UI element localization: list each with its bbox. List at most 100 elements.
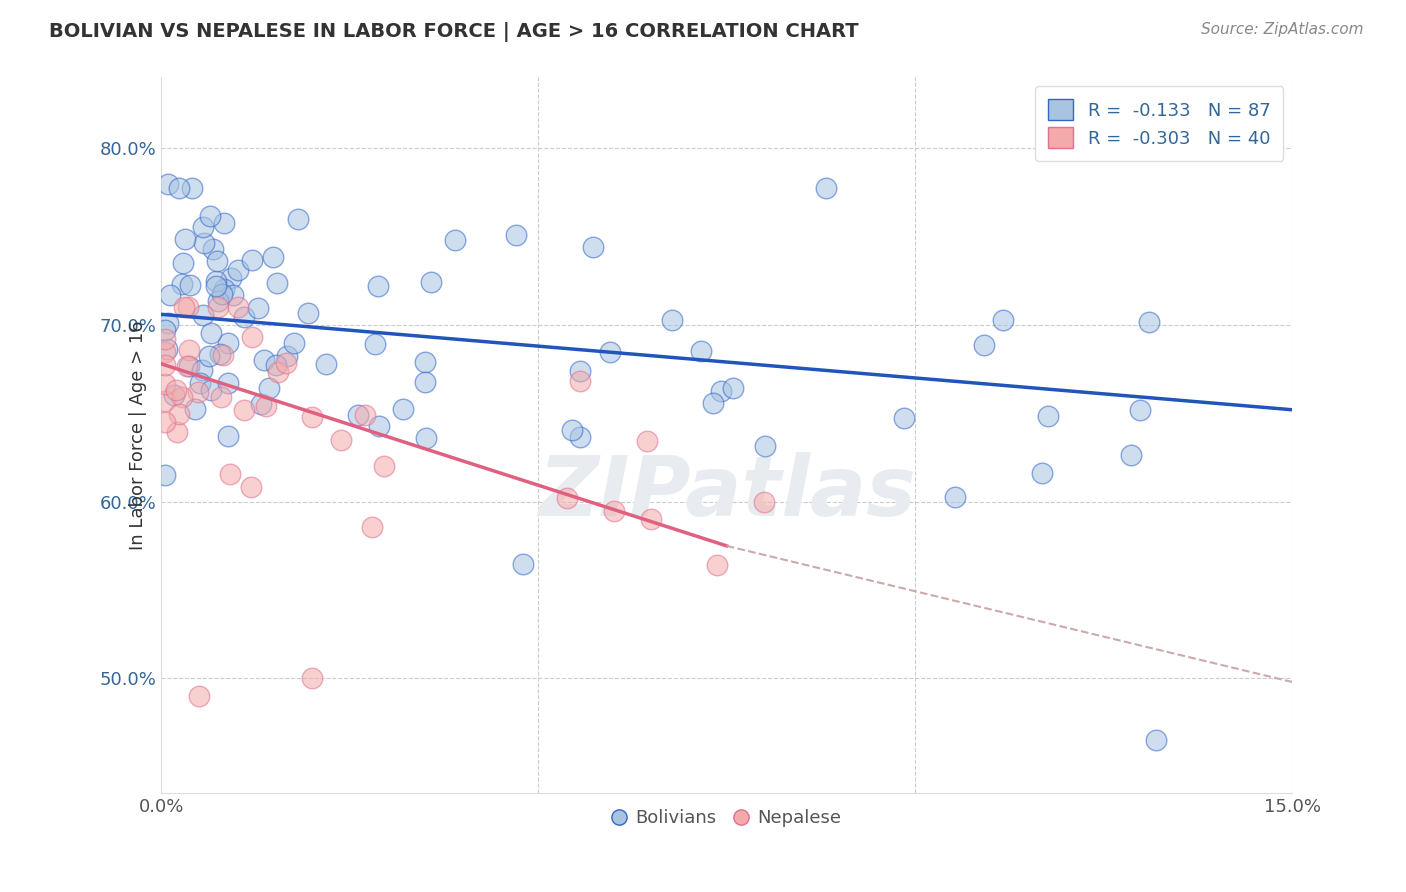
Point <box>555 491 578 505</box>
Point <box>392 402 415 417</box>
Point <box>301 410 323 425</box>
Legend: Bolivians, Nepalese: Bolivians, Nepalese <box>605 802 849 834</box>
Point <box>1031 467 1053 481</box>
Point <box>180 181 202 195</box>
Point <box>191 363 214 377</box>
Point <box>301 672 323 686</box>
Point <box>247 301 270 315</box>
Point <box>209 390 232 404</box>
Point <box>240 330 263 344</box>
Point <box>1036 409 1059 423</box>
Point <box>163 387 186 401</box>
Point <box>512 557 534 571</box>
Point <box>167 180 190 194</box>
Text: Source: ZipAtlas.com: Source: ZipAtlas.com <box>1201 22 1364 37</box>
Point <box>706 558 728 573</box>
Point <box>814 181 837 195</box>
Point <box>217 429 239 443</box>
Point <box>353 409 375 423</box>
Point <box>156 316 179 330</box>
Point <box>702 396 724 410</box>
Point <box>165 383 187 397</box>
Point <box>226 263 249 277</box>
Point <box>347 408 370 422</box>
Point <box>153 394 176 409</box>
Point <box>689 343 711 358</box>
Point <box>569 374 592 388</box>
Point <box>153 415 176 429</box>
Point <box>219 271 242 285</box>
Point <box>276 349 298 363</box>
Point <box>367 418 389 433</box>
Point <box>599 345 621 359</box>
Point <box>204 274 226 288</box>
Point <box>173 300 195 314</box>
Point <box>198 209 221 223</box>
Point <box>211 286 233 301</box>
Point <box>159 288 181 302</box>
Point <box>991 312 1014 326</box>
Point <box>329 434 352 448</box>
Point <box>721 381 744 395</box>
Point <box>973 338 995 352</box>
Point <box>176 359 198 374</box>
Point <box>205 254 228 268</box>
Point <box>212 282 235 296</box>
Point <box>191 219 214 234</box>
Point <box>153 345 176 359</box>
Point <box>266 277 288 291</box>
Point <box>505 227 527 242</box>
Point <box>373 459 395 474</box>
Point <box>157 177 180 191</box>
Point <box>217 376 239 390</box>
Point <box>193 236 215 251</box>
Point <box>754 439 776 453</box>
Point <box>274 355 297 369</box>
Point <box>568 364 591 378</box>
Point <box>364 337 387 351</box>
Point <box>179 343 201 357</box>
Point <box>172 390 194 404</box>
Point <box>413 375 436 389</box>
Point <box>187 689 209 703</box>
Point <box>173 232 195 246</box>
Point <box>257 381 280 395</box>
Point <box>208 347 231 361</box>
Point <box>297 306 319 320</box>
Point <box>250 397 273 411</box>
Point <box>444 234 467 248</box>
Point <box>212 348 235 362</box>
Point <box>184 401 207 416</box>
Point <box>166 425 188 440</box>
Point <box>202 242 225 256</box>
Point <box>661 313 683 327</box>
Point <box>636 434 658 449</box>
Point <box>640 512 662 526</box>
Point <box>153 468 176 483</box>
Point <box>228 300 250 314</box>
Point <box>582 240 605 254</box>
Y-axis label: In Labor Force | Age > 16: In Labor Force | Age > 16 <box>129 320 148 550</box>
Point <box>232 402 254 417</box>
Point <box>415 431 437 445</box>
Point <box>253 352 276 367</box>
Point <box>222 288 245 302</box>
Point <box>153 376 176 391</box>
Point <box>1129 403 1152 417</box>
Point <box>179 277 201 292</box>
Point <box>200 383 222 397</box>
Point <box>1121 448 1143 462</box>
Point <box>602 503 624 517</box>
Point <box>218 467 240 482</box>
Point <box>179 359 201 374</box>
Point <box>568 429 591 443</box>
Point <box>156 342 179 356</box>
Point <box>207 293 229 308</box>
Point <box>204 279 226 293</box>
Point <box>167 407 190 421</box>
Point <box>240 480 263 494</box>
Point <box>419 275 441 289</box>
Point <box>177 300 200 314</box>
Point <box>1146 733 1168 747</box>
Point <box>153 358 176 372</box>
